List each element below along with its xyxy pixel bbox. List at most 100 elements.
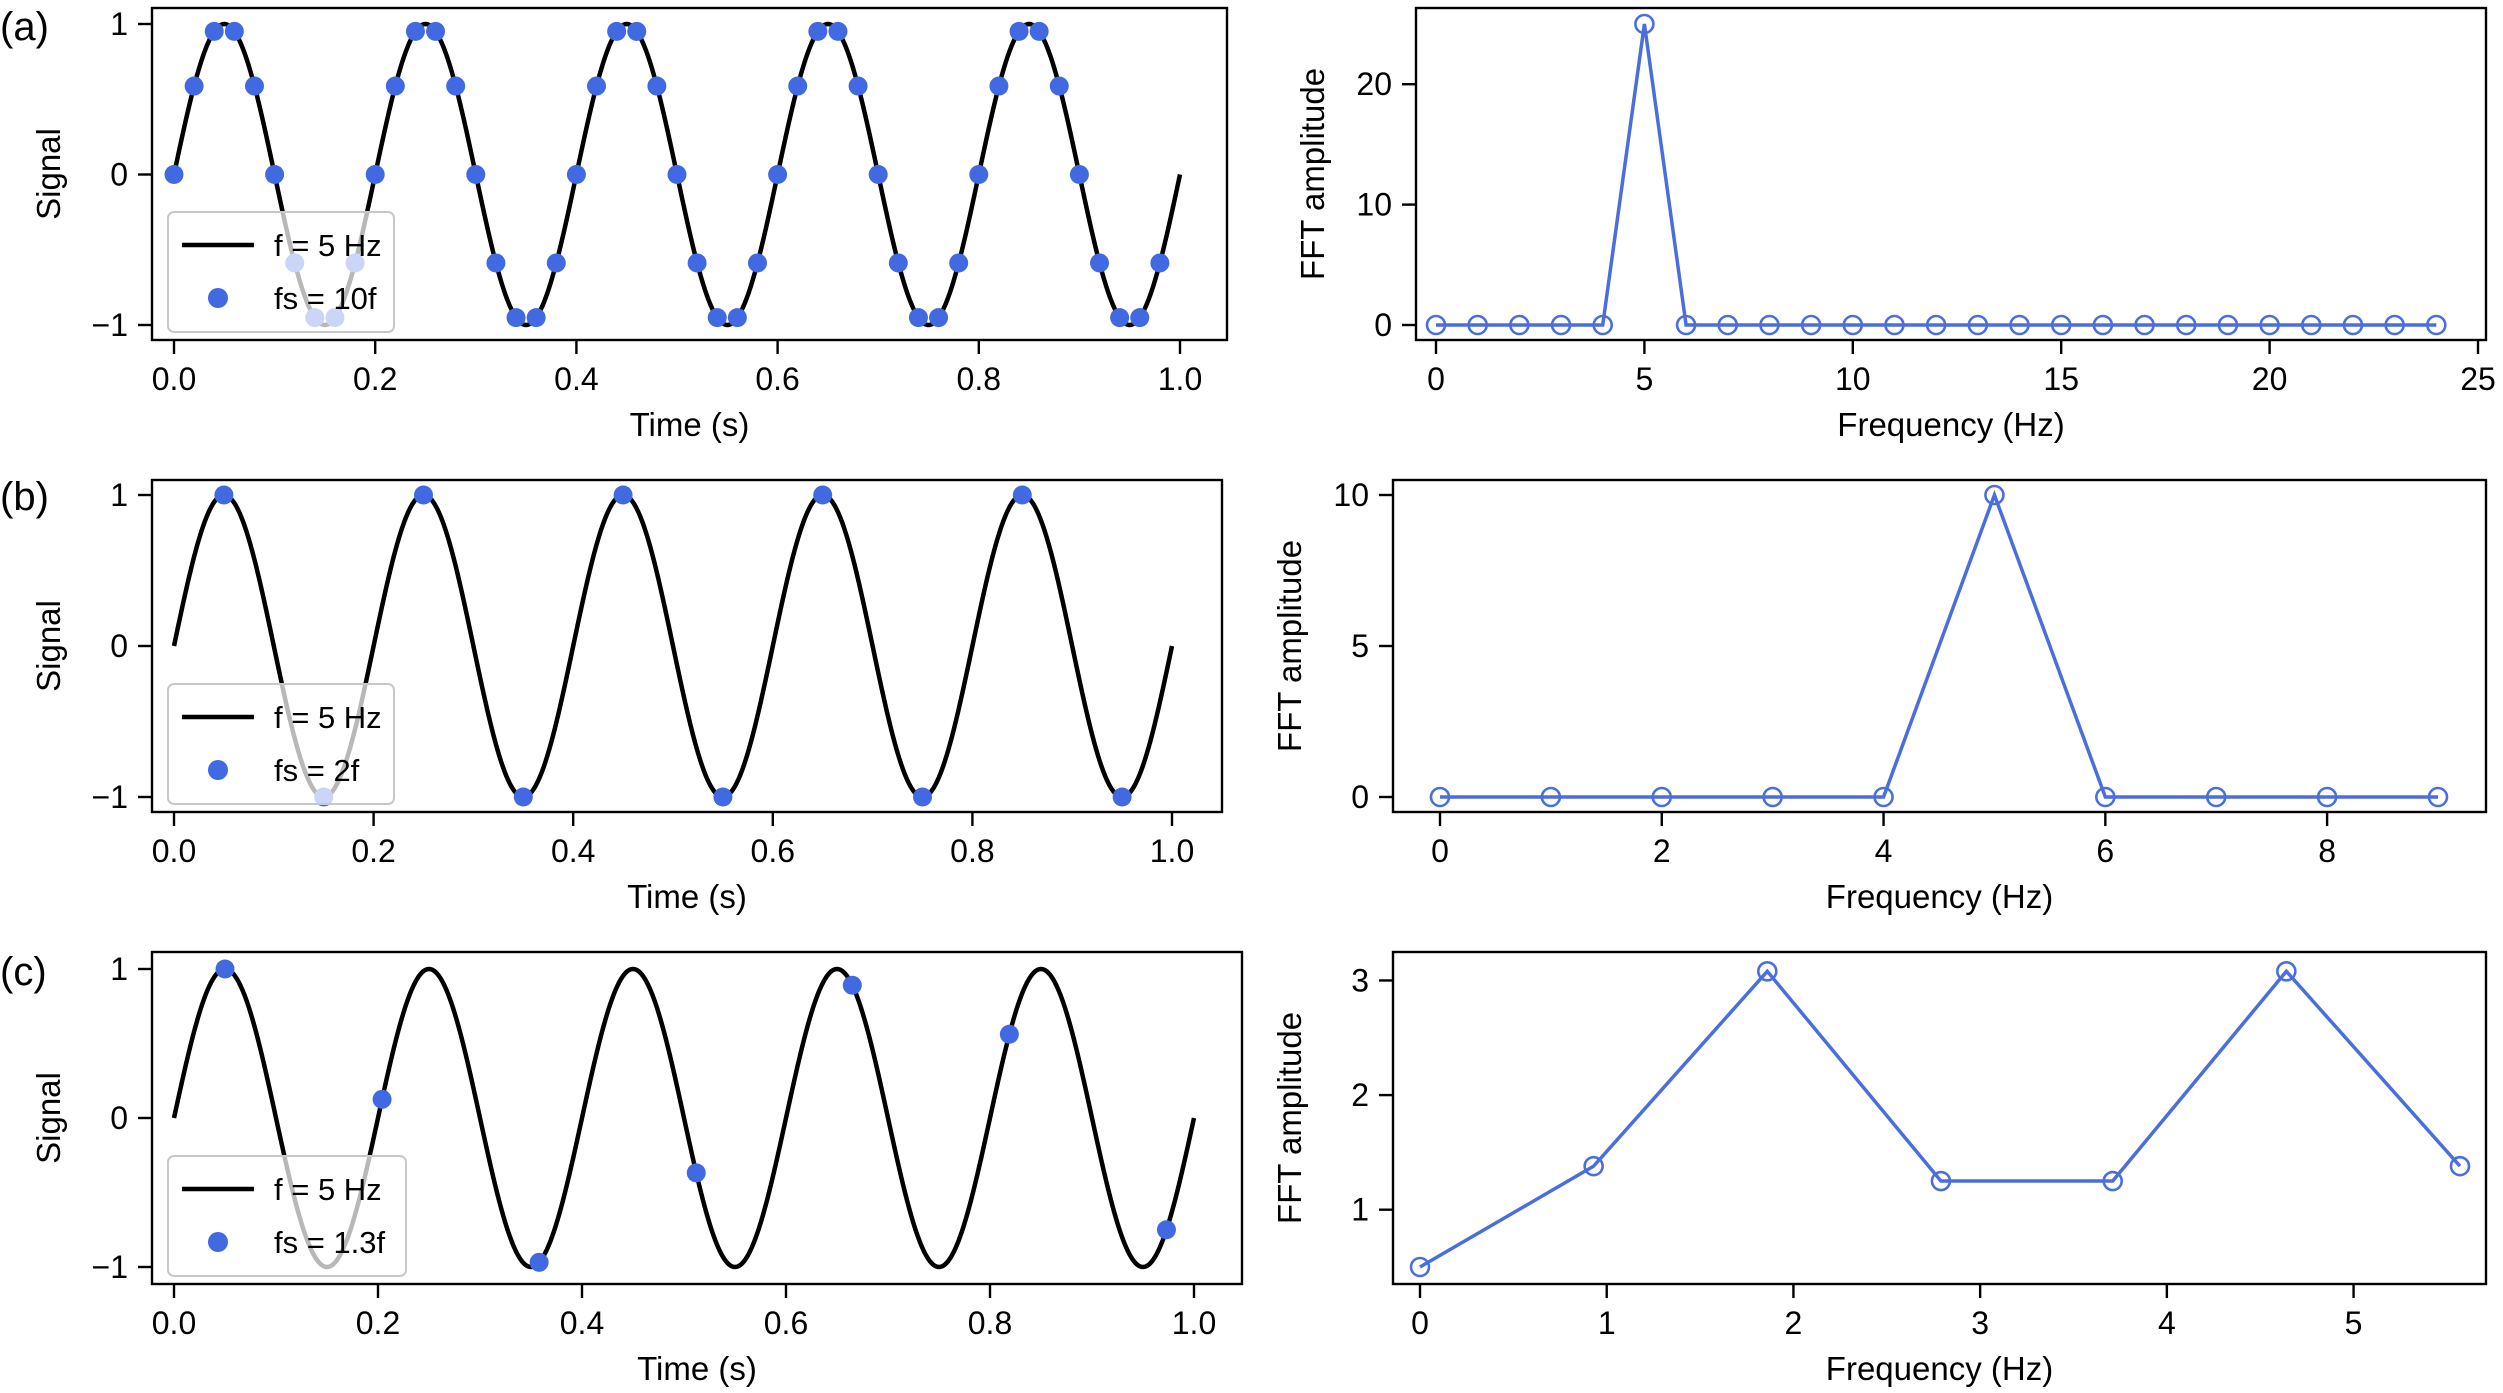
x-tick-label: 4	[2158, 1305, 2176, 1341]
fft-point	[1800, 314, 1822, 336]
legend-label-samples: fs = 10f	[274, 281, 377, 316]
sample-point	[707, 308, 727, 328]
sample-point	[224, 21, 244, 41]
x-tick-label: 20	[2252, 361, 2288, 397]
sample-point	[768, 165, 788, 184]
sample-point	[426, 21, 446, 41]
y-tick-label: 2	[1351, 1077, 1369, 1113]
sample-point	[647, 76, 667, 96]
fft-point	[2276, 960, 2297, 982]
y-tick-label: −1	[92, 307, 128, 343]
chart-b-left: 0.0 0.2 0.4 0.6 0.8 1.0 −1 0 1 Time (s) Signal f = …	[30, 477, 1224, 915]
x-tick-label: 0.6	[755, 361, 799, 397]
fft-point	[1651, 786, 1673, 808]
fft-point	[1762, 786, 1783, 808]
x-tick-label: 0.0	[152, 833, 196, 869]
sample-point	[808, 21, 828, 41]
x-tick-label: 0	[1411, 1305, 1429, 1341]
fft-line	[1440, 489, 2438, 799]
fft-point	[1842, 314, 1864, 336]
y-tick-label: 1	[110, 477, 128, 513]
fft-point	[2342, 314, 2364, 336]
x-axis-label: Frequency (Hz)	[1826, 1350, 2053, 1387]
sample-point	[1090, 253, 1110, 273]
legend: f = 5 Hz fs = 10f	[167, 211, 395, 333]
plot-frame	[1391, 950, 2488, 1286]
x-tick-label: 3	[1971, 1305, 1989, 1341]
x-tick-label: 5	[2345, 1305, 2363, 1341]
panel-letter-c: (c)	[0, 950, 47, 994]
x-tick-label: 0	[1431, 833, 1449, 869]
x-tick-label: 0.6	[751, 833, 795, 869]
fft-point	[2102, 1170, 2124, 1192]
fft-point	[2134, 314, 2155, 336]
legend-label-signal: f = 5 Hz	[274, 228, 382, 263]
sample-point	[1156, 1220, 1176, 1240]
legend: f = 5 Hz fs = 1.3f	[167, 1155, 407, 1277]
sample-point	[486, 253, 506, 273]
fft-point	[1884, 314, 1905, 336]
legend-dot-swatch	[208, 1232, 228, 1252]
sample-point	[566, 165, 586, 184]
chart-a-left: 0.0 0.2 0.4 0.6 0.8 1.0 −1 0 1 Time (s) Signal f = …	[30, 6, 1229, 443]
fft-point	[2426, 314, 2447, 336]
chart-c-left: 0.0 0.2 0.4 0.6 0.8 1.0 −1 0 1 Time (s) Signal f = …	[30, 950, 1244, 1387]
x-tick-label: 8	[2318, 833, 2336, 869]
sample-point	[214, 485, 234, 505]
y-axis-label: FFT amplitude	[1271, 540, 1308, 752]
y-axis-label: FFT amplitude	[1271, 1012, 1308, 1224]
x-tick-label: 25	[2460, 361, 2496, 397]
y-axis-label: FFT amplitude	[1294, 68, 1331, 280]
fft-point	[1592, 314, 1614, 336]
sample-point	[414, 485, 433, 505]
sample-point	[888, 253, 908, 273]
sample-point	[1130, 308, 1150, 328]
x-axis-label: Time (s)	[637, 1350, 757, 1387]
fft-point	[2205, 786, 2227, 808]
sample-point	[365, 165, 385, 184]
x-tick-label: 0.0	[152, 1305, 196, 1341]
fft-point	[1540, 786, 1562, 808]
x-tick-label: 0	[1427, 361, 1445, 397]
sample-point	[164, 165, 184, 184]
fft-line	[1419, 968, 2462, 1269]
y-tick-label: 1	[110, 6, 128, 42]
fft-point	[1984, 484, 2005, 506]
sample-point	[372, 1089, 392, 1109]
legend-label-samples: fs = 2f	[274, 753, 360, 788]
sample-point	[265, 165, 285, 184]
x-tick-label: 1	[1598, 1305, 1616, 1341]
y-tick-label: 0	[1374, 307, 1392, 343]
fft-point	[1675, 314, 1697, 336]
sample-point	[848, 76, 868, 96]
fft-point	[2009, 314, 2030, 336]
sample-point	[868, 165, 888, 184]
sample-point	[546, 253, 566, 273]
sample-point	[929, 308, 949, 328]
x-tick-label: 0.4	[560, 1305, 604, 1341]
y-tick-label: 10	[1356, 187, 1392, 223]
legend-dot-swatch	[208, 760, 228, 780]
fft-point	[1429, 786, 1451, 808]
x-tick-label: 1.0	[1150, 833, 1194, 869]
x-tick-label: 0.2	[356, 1305, 400, 1341]
fft-point	[1756, 960, 1778, 982]
x-axis-label: Frequency (Hz)	[1826, 878, 2053, 915]
x-tick-label: 0.8	[968, 1305, 1012, 1341]
charts: 0.0 0.2 0.4 0.6 0.8 1.0 −1 0 1 Time (s) Signal f = …	[30, 6, 2496, 1387]
x-tick-label: 0.2	[353, 361, 397, 397]
fft-point	[2095, 786, 2116, 808]
sample-point	[913, 787, 932, 807]
sample-point	[747, 253, 767, 273]
legend-label-signal: f = 5 Hz	[274, 1172, 382, 1207]
x-tick-label: 4	[1875, 833, 1893, 869]
y-axis-label: Signal	[30, 1072, 67, 1164]
x-axis-label: Time (s)	[627, 878, 747, 915]
y-tick-label: 5	[1351, 628, 1369, 664]
sample-point	[244, 76, 264, 96]
x-tick-label: 5	[1636, 361, 1654, 397]
sample-point	[1069, 165, 1089, 184]
fft-point	[2050, 314, 2072, 336]
fft-point	[1930, 1170, 1952, 1192]
fft-point	[1925, 314, 1947, 336]
